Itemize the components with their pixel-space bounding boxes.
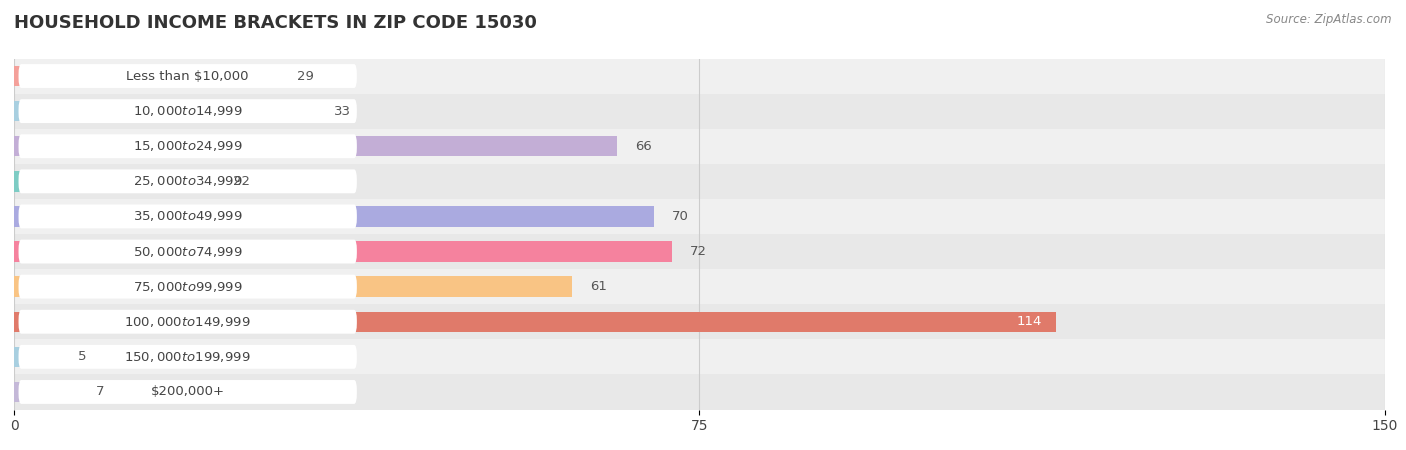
FancyBboxPatch shape	[18, 345, 357, 369]
Bar	[14, 234, 1385, 269]
Bar	[14, 382, 79, 402]
Text: 7: 7	[96, 386, 105, 398]
Bar	[14, 58, 1385, 94]
Text: 29: 29	[298, 70, 315, 82]
Text: 33: 33	[335, 105, 352, 117]
Bar	[14, 241, 672, 262]
Bar	[14, 346, 60, 367]
Text: $25,000 to $34,999: $25,000 to $34,999	[132, 174, 243, 189]
Text: $35,000 to $49,999: $35,000 to $49,999	[132, 209, 243, 224]
FancyBboxPatch shape	[18, 134, 357, 158]
Bar	[14, 164, 1385, 199]
FancyBboxPatch shape	[18, 380, 357, 404]
Text: 70: 70	[672, 210, 689, 223]
Text: Source: ZipAtlas.com: Source: ZipAtlas.com	[1267, 14, 1392, 27]
Bar	[14, 101, 316, 122]
FancyBboxPatch shape	[18, 64, 357, 88]
FancyBboxPatch shape	[18, 169, 357, 194]
Bar	[14, 94, 1385, 129]
Text: 66: 66	[636, 140, 652, 153]
FancyBboxPatch shape	[18, 204, 357, 229]
FancyBboxPatch shape	[18, 310, 357, 334]
Text: 61: 61	[591, 280, 607, 293]
Bar	[14, 374, 1385, 410]
Text: $100,000 to $149,999: $100,000 to $149,999	[125, 315, 250, 329]
Text: 72: 72	[690, 245, 707, 258]
Text: Less than $10,000: Less than $10,000	[127, 70, 249, 82]
FancyBboxPatch shape	[18, 99, 357, 123]
FancyBboxPatch shape	[18, 239, 357, 264]
Text: 5: 5	[79, 351, 87, 363]
Text: $10,000 to $14,999: $10,000 to $14,999	[132, 104, 243, 118]
Bar	[14, 171, 215, 192]
Bar	[14, 199, 1385, 234]
Text: $75,000 to $99,999: $75,000 to $99,999	[132, 279, 243, 294]
Bar	[14, 304, 1385, 339]
Text: HOUSEHOLD INCOME BRACKETS IN ZIP CODE 15030: HOUSEHOLD INCOME BRACKETS IN ZIP CODE 15…	[14, 14, 537, 32]
Bar	[14, 311, 1056, 332]
Text: 22: 22	[233, 175, 250, 188]
Bar	[14, 269, 1385, 304]
Bar	[14, 276, 571, 297]
Text: $200,000+: $200,000+	[150, 386, 225, 398]
Bar	[14, 129, 1385, 164]
Bar	[14, 136, 617, 157]
Text: 114: 114	[1017, 315, 1042, 328]
Text: $150,000 to $199,999: $150,000 to $199,999	[125, 350, 250, 364]
Bar	[14, 339, 1385, 374]
Bar	[14, 206, 654, 227]
Text: $15,000 to $24,999: $15,000 to $24,999	[132, 139, 243, 153]
Bar	[14, 66, 278, 86]
FancyBboxPatch shape	[18, 274, 357, 299]
Text: $50,000 to $74,999: $50,000 to $74,999	[132, 244, 243, 259]
